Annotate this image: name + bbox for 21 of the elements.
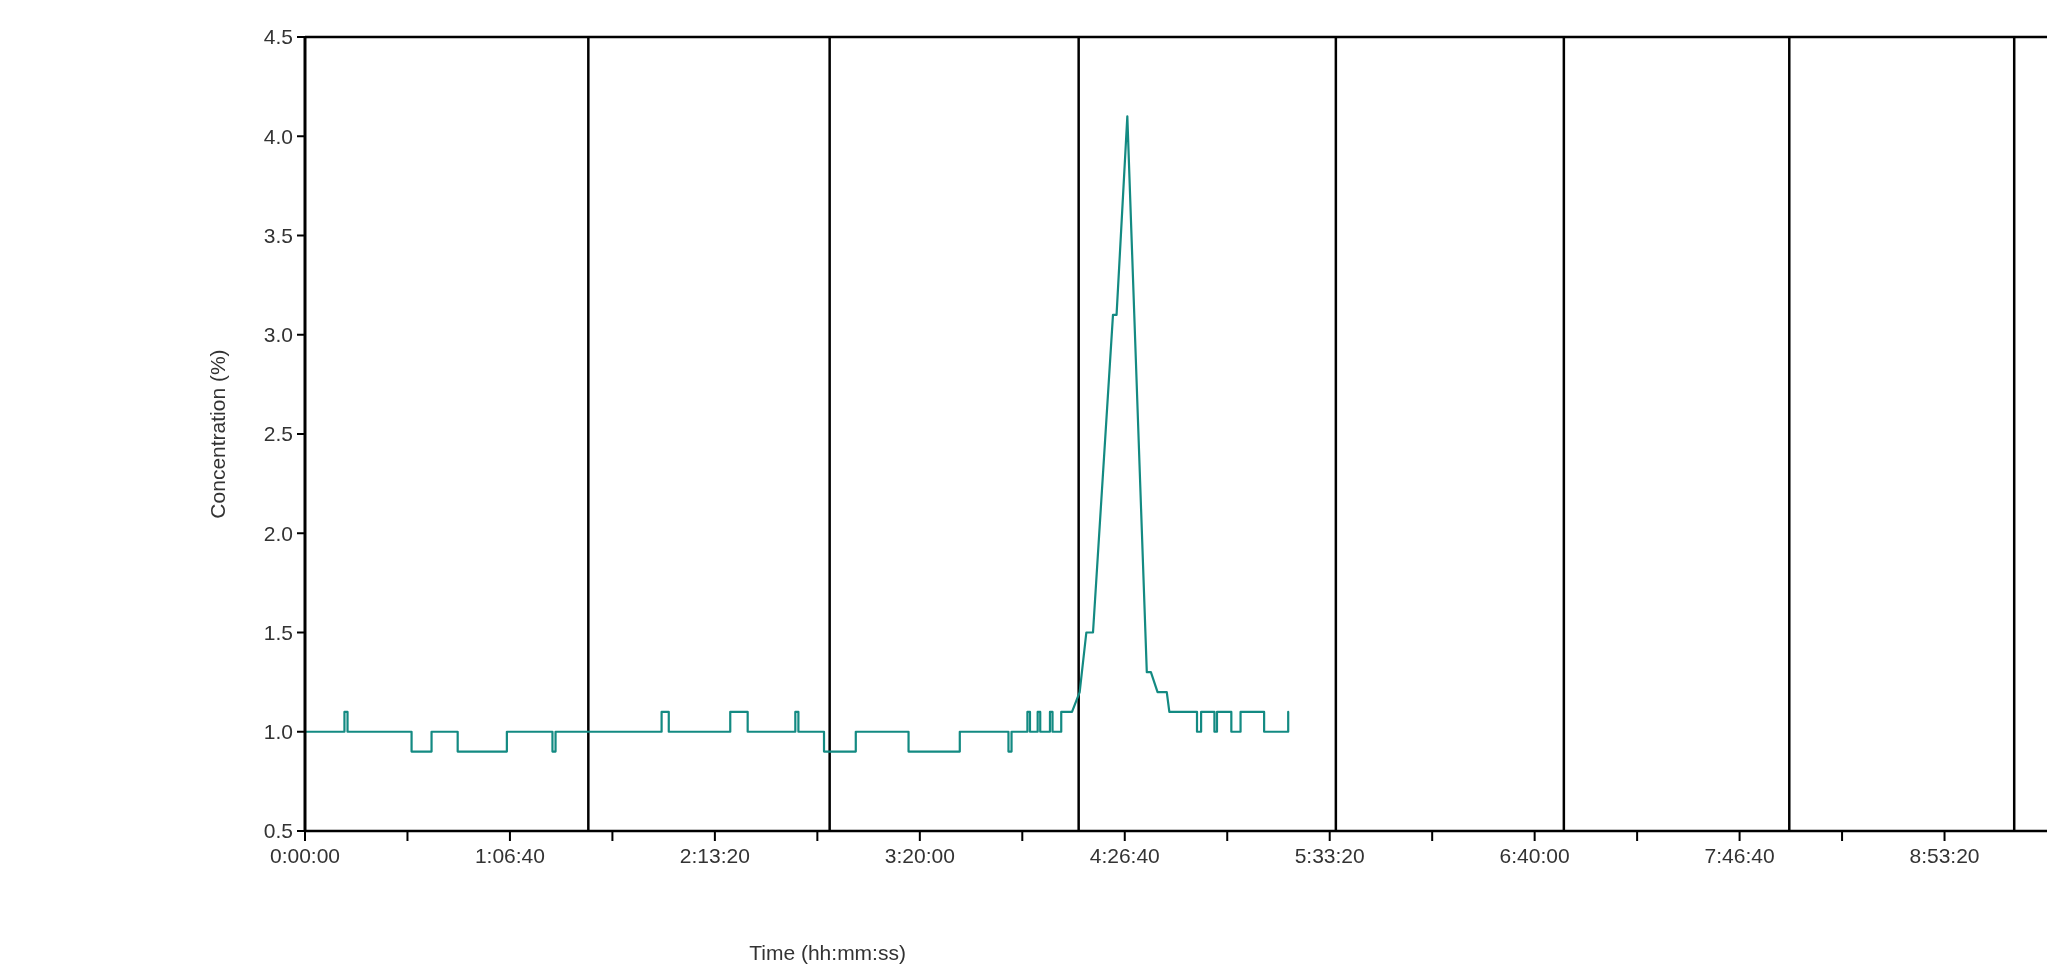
x-tick-label: 7:46:40 — [1704, 844, 1775, 867]
y-tick-label: 4.5 — [263, 25, 293, 49]
y-tick-label: 3.0 — [263, 323, 293, 347]
y-tick-label: 3.5 — [263, 223, 293, 247]
x-tick-label: 0:00:00 — [269, 844, 341, 867]
y-tick-label: 0.5 — [263, 819, 293, 843]
x-tick-label: 5:33:20 — [1294, 844, 1365, 867]
y-tick-label: 1.5 — [263, 620, 293, 644]
line-series — [305, 115, 1290, 753]
x-tick-label: 2:13:20 — [679, 844, 750, 867]
x-tick-label: 3:20:00 — [884, 844, 955, 867]
x-tick-label: 8:53:20 — [1909, 844, 1980, 867]
y-tick-label: 2.0 — [263, 521, 293, 545]
y-tick-label: 2.5 — [263, 422, 293, 446]
y-tick-label: 1.0 — [263, 720, 293, 744]
x-axis-title: Time (hh:mm:ss) — [749, 941, 906, 964]
y-tick-label: 4.0 — [263, 124, 293, 148]
y-axis-title: Concentration (%) — [206, 349, 229, 519]
x-tick-label: 1:06:40 — [474, 844, 545, 867]
x-tick-label: 6:40:00 — [1499, 844, 1570, 867]
x-tick-label: 4:26:40 — [1089, 844, 1160, 867]
